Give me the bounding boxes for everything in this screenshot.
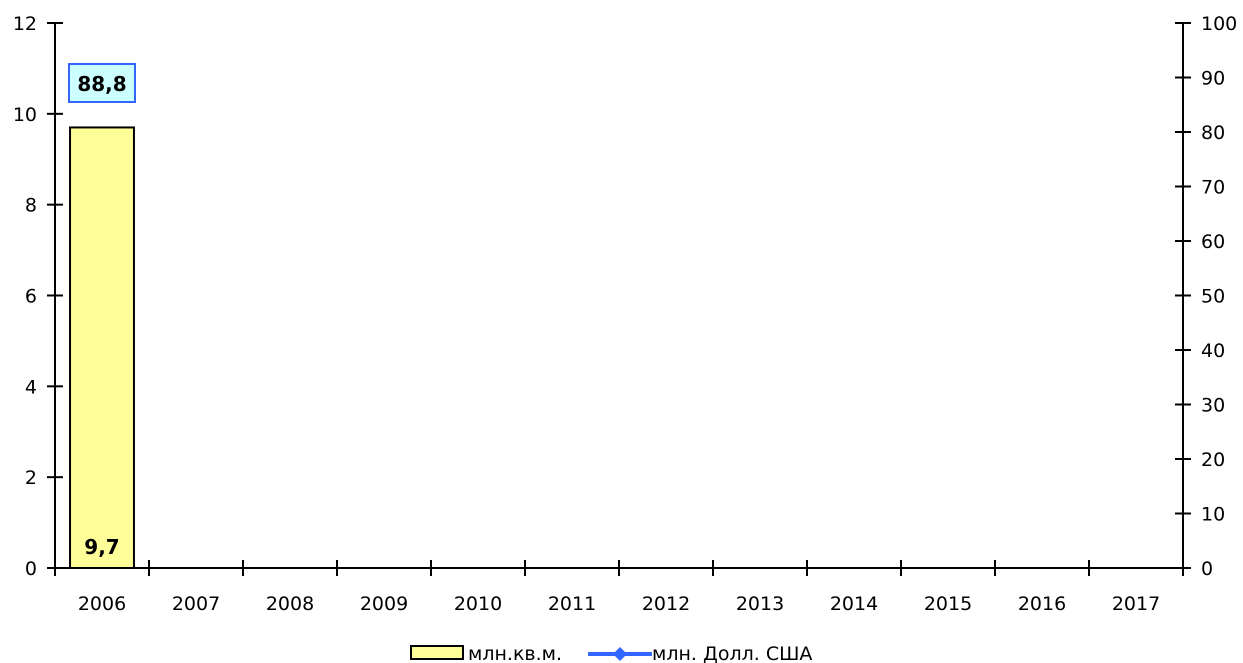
line-data-label: 88,8 [77, 72, 126, 96]
y-right-tick-label: 40 [1201, 340, 1225, 362]
y-right-tick-label: 20 [1201, 449, 1225, 471]
bar-data-label: 9,7 [84, 535, 119, 559]
y-left-tick-label: 12 [13, 13, 37, 35]
y-right-tick-label: 60 [1201, 231, 1225, 253]
axes: 0 2 4 6 8 10 12 0 10 20 30 40 50 60 70 80 90 100 2006 2007 2… [13, 13, 1237, 615]
line-data-label-box [68, 63, 136, 103]
legend-line-label: млн. Долл. США [652, 643, 812, 663]
y-right-tick-label: 100 [1201, 13, 1237, 35]
x-tick-label: 2014 [830, 593, 878, 615]
y-right-tick-label: 90 [1201, 68, 1225, 90]
x-tick-label: 2013 [736, 593, 784, 615]
legend: млн.кв.м. млн. Долл. США [410, 643, 812, 663]
x-tick-label: 2007 [172, 593, 220, 615]
legend-bar-swatch [410, 645, 464, 660]
bar [69, 126, 135, 569]
y-left-tick-label: 8 [25, 195, 37, 217]
y-right-tick-label: 80 [1201, 122, 1225, 144]
y-right-tick-label: 30 [1201, 395, 1225, 417]
y-right-tick-label: 0 [1201, 558, 1213, 580]
y-left-tick-label: 2 [25, 467, 37, 489]
x-tick-label: 2009 [360, 593, 408, 615]
y-right-tick-label: 50 [1201, 286, 1225, 308]
legend-bar-label: млн.кв.м. [468, 643, 562, 663]
data-labels: 9,7 88,8 [68, 63, 136, 559]
y-left-tick-label: 0 [25, 558, 37, 580]
x-tick-label: 2008 [266, 593, 314, 615]
x-tick-label: 2015 [924, 593, 972, 615]
y-right-tick-label: 10 [1201, 504, 1225, 526]
x-tick-label: 2011 [548, 593, 596, 615]
legend-line-marker [613, 647, 627, 661]
y-left-tick-label: 4 [25, 376, 37, 398]
y-left-tick-label: 6 [25, 286, 37, 308]
y-right-tick-label: 70 [1201, 177, 1225, 199]
x-tick-label: 2016 [1018, 593, 1066, 615]
y-left-tick-label: 10 [13, 104, 37, 126]
x-tick-label: 2010 [454, 593, 502, 615]
x-tick-label: 2006 [78, 593, 126, 615]
bars [69, 126, 135, 569]
x-tick-label: 2012 [642, 593, 690, 615]
x-tick-label: 2017 [1112, 593, 1160, 615]
